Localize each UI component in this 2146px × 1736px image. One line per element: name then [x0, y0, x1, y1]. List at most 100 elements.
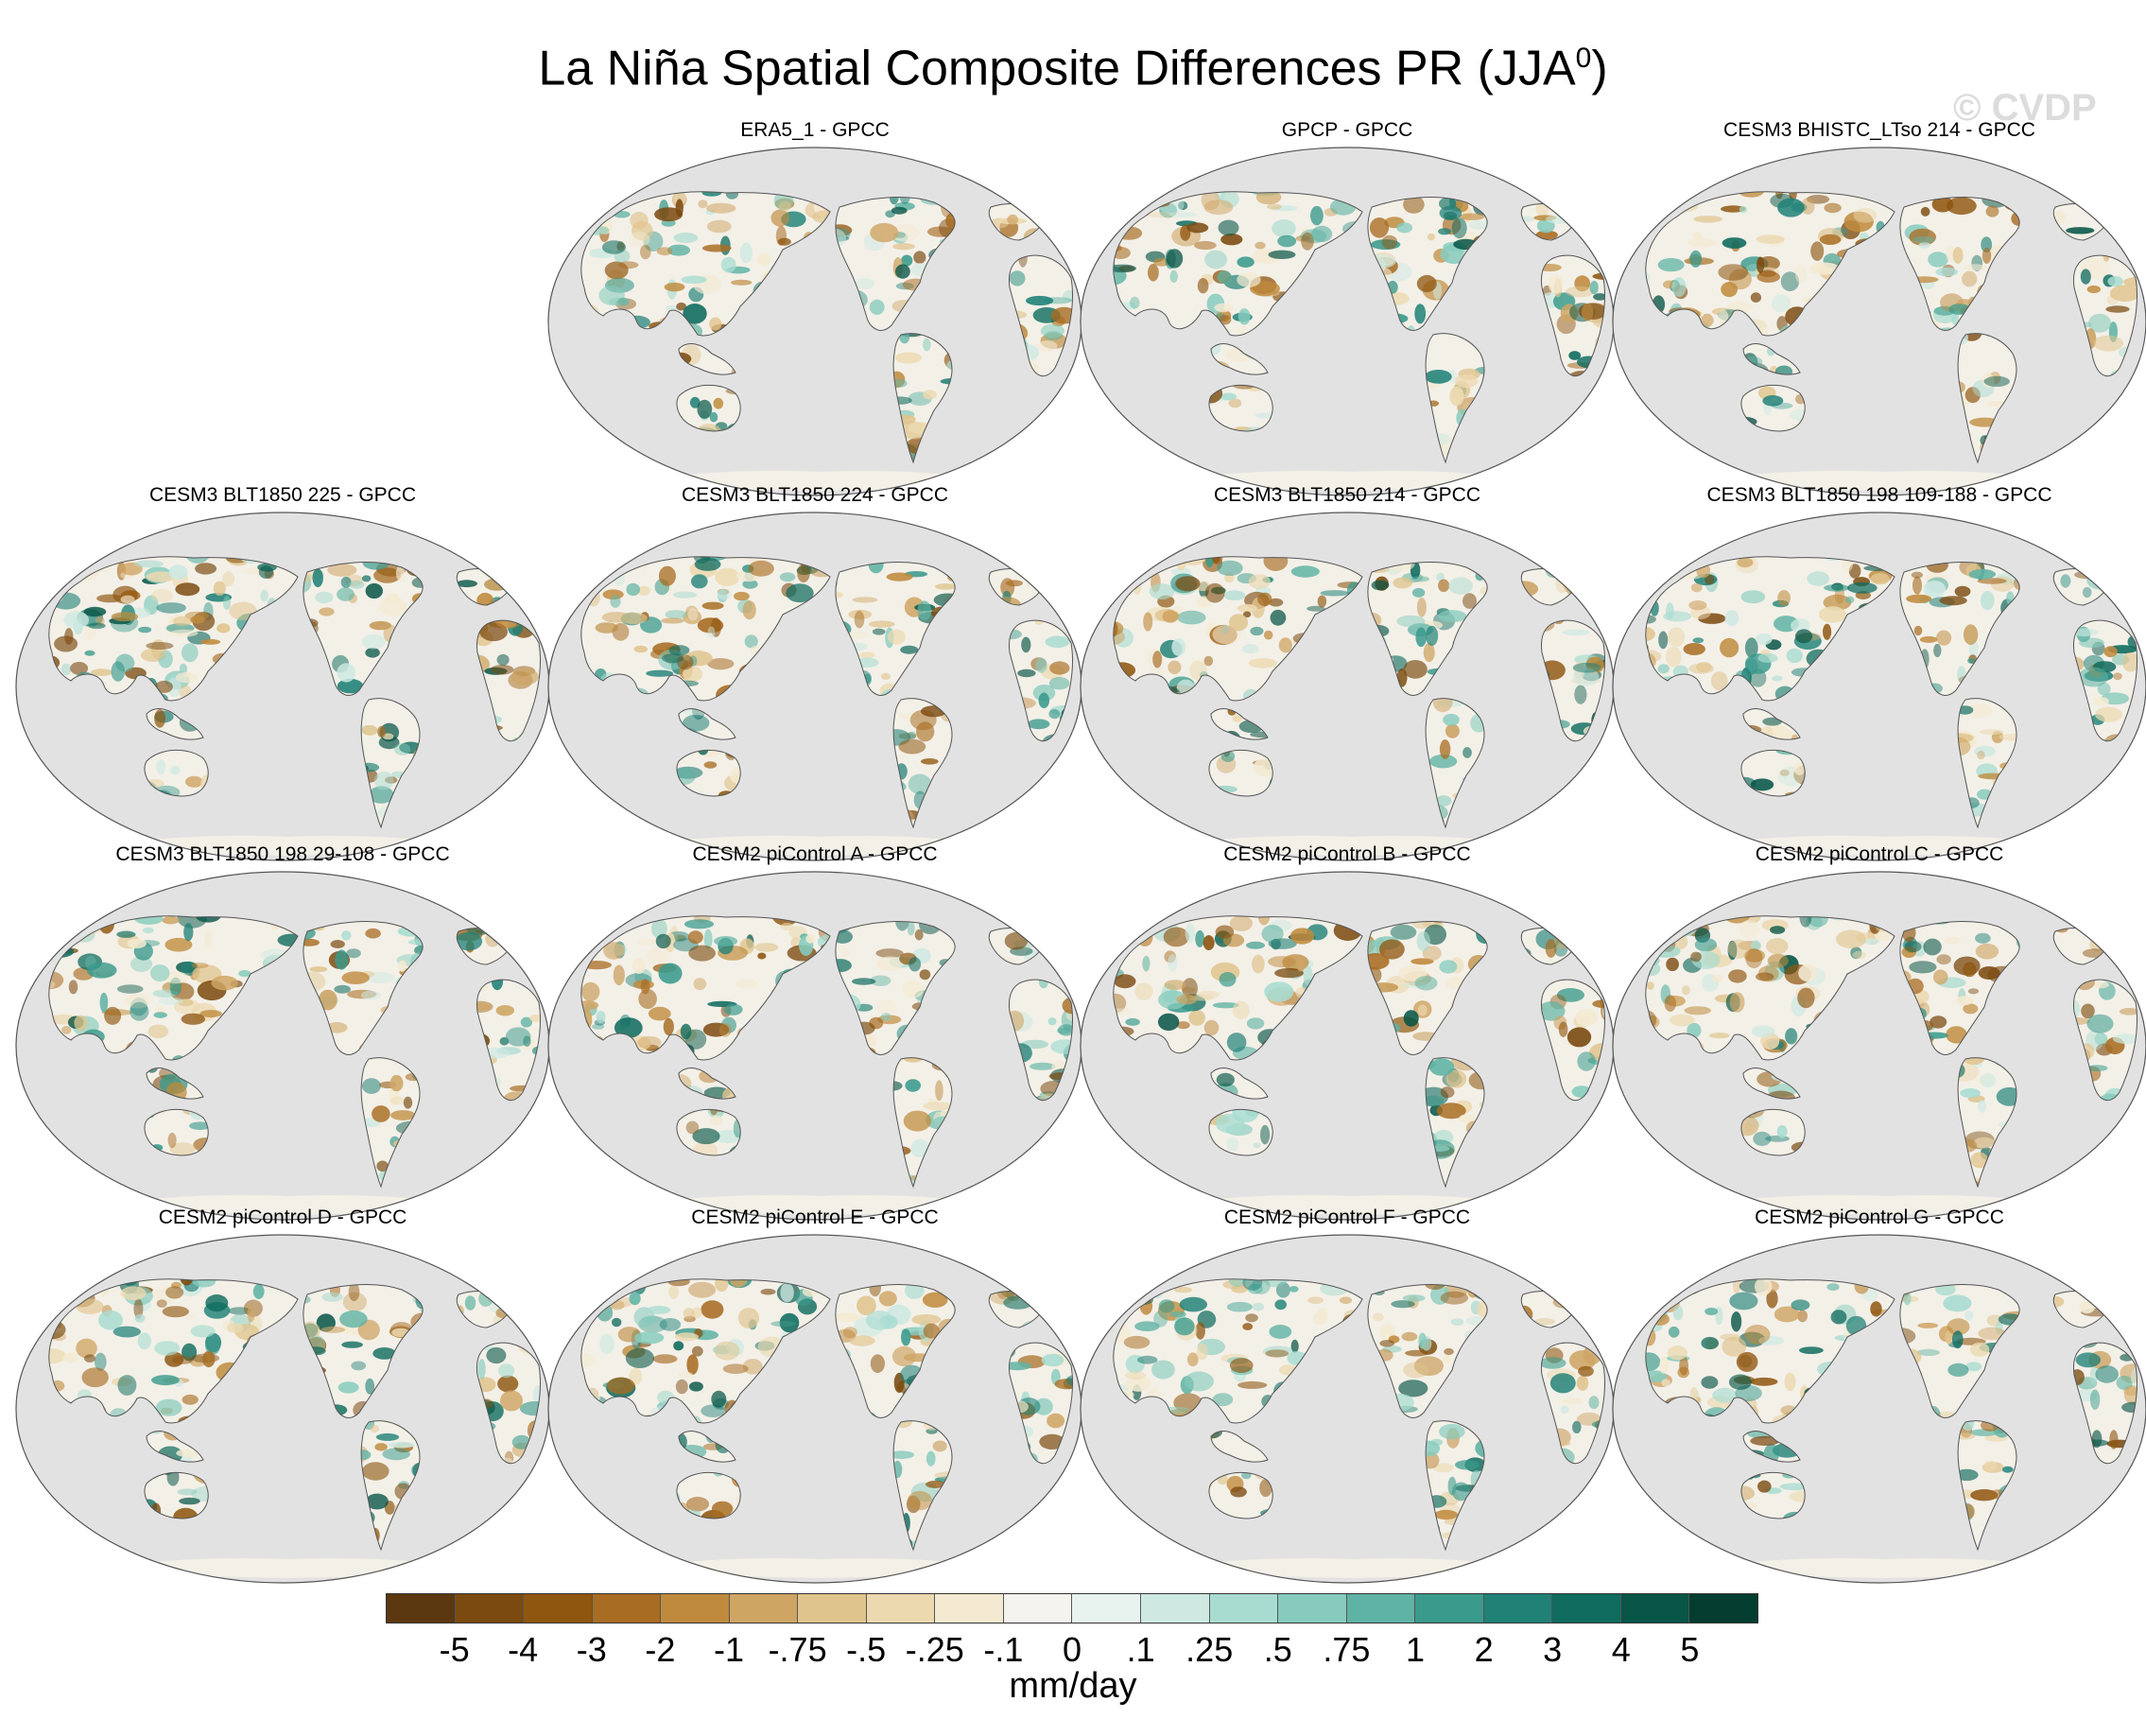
anomaly-blob — [723, 1003, 743, 1016]
anomaly-blob — [731, 279, 753, 286]
anomaly-blob — [1169, 269, 1178, 283]
anomaly-blob — [1048, 709, 1061, 720]
anomaly-blob — [780, 923, 794, 931]
anomaly-blob — [1904, 941, 1922, 953]
anomaly-blob — [1913, 625, 1923, 636]
anomaly-blob — [1945, 1329, 1954, 1345]
anomaly-blob — [341, 971, 370, 984]
anomaly-blob — [1930, 1016, 1947, 1029]
anomaly-blob — [156, 602, 186, 614]
anomaly-blob — [679, 1371, 693, 1379]
anomaly-blob — [2081, 1003, 2095, 1019]
anomaly-blob — [1936, 630, 1952, 646]
anomaly-blob — [2093, 697, 2109, 706]
map-panel: CESM3 BLT1850 198 29-108 - GPCC — [14, 843, 551, 1222]
anomaly-blob — [69, 556, 90, 564]
anomaly-blob — [195, 915, 222, 923]
anomaly-blob — [189, 1121, 209, 1131]
anomaly-blob — [1981, 236, 1993, 253]
anomaly-blob — [1568, 351, 1582, 360]
anomaly-blob — [1432, 698, 1453, 713]
anomaly-blob — [155, 680, 173, 693]
anomaly-blob — [1729, 992, 1745, 1013]
anomaly-blob — [926, 1450, 936, 1467]
anomaly-blob — [1212, 1393, 1234, 1407]
anomaly-blob — [1577, 1051, 1596, 1071]
anomaly-blob — [388, 1441, 416, 1449]
anomaly-blob — [1952, 247, 1964, 264]
south-america-land — [1958, 1420, 2017, 1550]
panel-title: CESM3 BLT1850 198 109-188 - GPCC — [1706, 484, 2052, 506]
colorbar-tick-label: -3 — [576, 1630, 607, 1669]
anomaly-blob — [351, 1361, 367, 1371]
anomaly-blob — [1755, 972, 1774, 981]
anomaly-blob — [2107, 276, 2123, 287]
south-america-coastline — [1957, 333, 2017, 464]
anomaly-blob — [1722, 237, 1747, 249]
anomaly-blob — [191, 1486, 209, 1502]
anomaly-blob — [1853, 207, 1878, 223]
anomaly-blob — [760, 1288, 776, 1295]
anomaly-blob — [849, 1335, 875, 1346]
anomaly-blob — [1809, 262, 1840, 275]
anomaly-blob — [169, 629, 199, 637]
colorbar-swatch — [1003, 1594, 1073, 1623]
ocean — [1081, 512, 1614, 860]
eurasia-coastline — [1113, 556, 1363, 702]
anomaly-blob — [1250, 731, 1268, 738]
colorbar-tick-label: -2 — [645, 1630, 676, 1669]
anomaly-blob — [2002, 1466, 2014, 1473]
anomaly-blob — [1692, 637, 1705, 644]
anomaly-blob — [478, 1291, 493, 1307]
north-america-coastline — [1367, 921, 1488, 1055]
anomaly-blob — [2073, 1369, 2085, 1385]
anomaly-blob — [701, 244, 732, 252]
anomaly-blob — [1919, 635, 1938, 643]
anomaly-blob — [665, 610, 688, 619]
anomaly-blob — [403, 1096, 413, 1109]
anomaly-blob — [1535, 230, 1558, 240]
map-border — [1612, 871, 2146, 1221]
anomaly-blob — [1962, 1057, 1986, 1066]
anomaly-blob — [590, 192, 598, 203]
anomaly-blob — [1203, 935, 1215, 950]
anomaly-blob — [1228, 398, 1242, 408]
anomaly-blob — [1770, 926, 1786, 934]
anomaly-blob — [1824, 202, 1842, 214]
anomaly-blob — [1237, 1380, 1268, 1389]
north-america-coastline — [1367, 1284, 1488, 1418]
anomaly-blob — [805, 934, 816, 944]
anomaly-blob — [606, 1278, 624, 1288]
anomaly-blob — [2094, 1033, 2108, 1046]
anomaly-blob — [1645, 1278, 1664, 1287]
anomaly-blob — [1203, 655, 1214, 667]
anomaly-blob — [1057, 1024, 1073, 1036]
anomaly-blob — [1965, 1362, 1982, 1372]
anomaly-blob — [1572, 1420, 1582, 1433]
anomaly-blob — [476, 1002, 491, 1011]
world-map — [1612, 871, 2146, 1221]
anomaly-blob — [1740, 590, 1766, 604]
anomaly-blob — [697, 399, 713, 419]
panel-title: CESM2 piControl C - GPCC — [1755, 843, 2004, 865]
anomaly-blob — [1310, 205, 1324, 226]
anomaly-blob — [1777, 590, 1791, 606]
anomaly-blob — [238, 970, 251, 978]
anomaly-blob — [637, 1035, 662, 1050]
ocean — [1613, 148, 2146, 495]
anomaly-blob — [173, 1507, 199, 1519]
anomaly-blob — [1410, 958, 1434, 965]
anomaly-blob — [1311, 225, 1333, 243]
world-map — [1612, 512, 2146, 861]
anomaly-blob — [742, 600, 756, 620]
se-asia-islands-coastline — [1742, 708, 1801, 740]
map-panel: CESM3 BLT1850 224 - GPCC — [546, 484, 1083, 862]
anomaly-blob — [124, 993, 152, 1009]
anomaly-blob — [1682, 985, 1690, 996]
anomaly-blob — [117, 1375, 137, 1396]
map-panel: CESM2 piControl B - GPCC — [1079, 843, 1616, 1222]
anomaly-blob — [1750, 778, 1774, 791]
anomaly-blob — [913, 251, 926, 264]
africa-edge-coastline — [1009, 619, 1073, 742]
anomaly-blob — [1215, 925, 1235, 939]
